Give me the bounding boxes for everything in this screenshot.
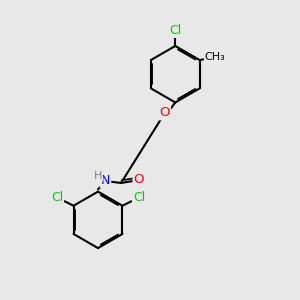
Text: Cl: Cl — [51, 191, 63, 204]
Text: O: O — [160, 106, 170, 119]
Text: CH₃: CH₃ — [205, 52, 226, 62]
Text: O: O — [134, 173, 144, 187]
Text: Cl: Cl — [169, 24, 182, 37]
Text: H: H — [94, 171, 102, 181]
Text: Cl: Cl — [133, 191, 145, 204]
Text: N: N — [101, 174, 110, 187]
